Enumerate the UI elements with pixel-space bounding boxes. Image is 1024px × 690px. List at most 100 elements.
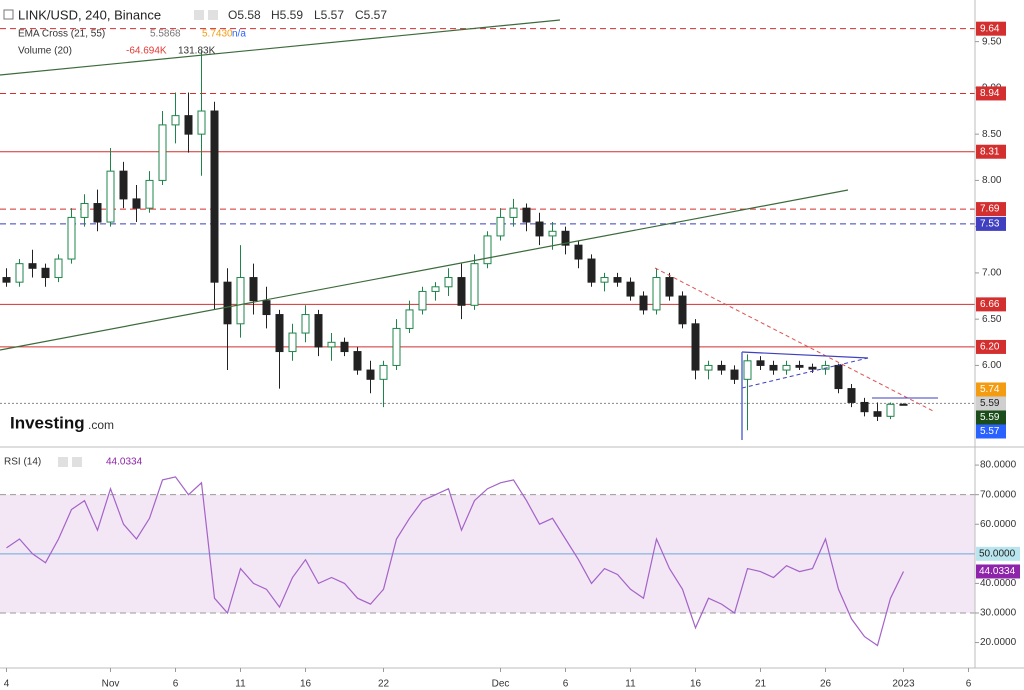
candle-body: [93, 203, 102, 223]
price-badge-label: 5.74: [980, 384, 1000, 395]
candle-body: [301, 314, 310, 334]
candle-body: [340, 341, 349, 353]
y-tick-label: 6.00: [982, 360, 1002, 371]
candle-body: [106, 170, 115, 223]
trend-line: [654, 267, 936, 413]
candle-body: [795, 364, 804, 368]
y-tick-label: 7.00: [982, 268, 1002, 279]
candle-body: [171, 115, 180, 126]
candle-body: [223, 281, 232, 325]
candle-body: [327, 341, 336, 348]
price-badge: [976, 144, 1006, 159]
rsi-line: [6, 476, 905, 647]
rsi-badge-label: 50.0000: [979, 548, 1016, 559]
y-tick-label: 6.50: [982, 314, 1002, 325]
price-badge-label: 7.53: [980, 219, 1000, 230]
indicator-value: 5.5868: [150, 29, 181, 40]
candle-body: [522, 207, 531, 223]
candle-body: [236, 277, 245, 325]
candle-body: [717, 364, 726, 371]
x-tick-label: 6: [563, 679, 569, 690]
rsi-badge: [976, 564, 1020, 579]
price-badge: [976, 382, 1006, 397]
candle-body: [743, 360, 752, 380]
icon[interactable]: [58, 457, 68, 467]
trend-line: [0, 189, 849, 351]
candle-body: [197, 110, 206, 135]
rsi-badge: [976, 546, 1020, 561]
candle-body: [366, 369, 375, 380]
chart-title: LINK/USD, 240, Binance: [18, 7, 161, 22]
triangle-line: [741, 351, 869, 359]
collapse-icon[interactable]: [3, 9, 14, 20]
x-tick-label: 11: [625, 679, 636, 690]
x-tick-label: 4: [4, 679, 10, 690]
candle-body: [873, 411, 882, 417]
price-badge: [976, 202, 1006, 217]
price-badge-label: 6.20: [980, 342, 1000, 353]
icon[interactable]: [72, 457, 82, 467]
price-badge: [976, 339, 1006, 354]
watermark-brand: Investing: [10, 413, 85, 432]
candle-body: [834, 364, 843, 390]
indicator-name: Volume (20): [18, 46, 72, 57]
candle-body: [470, 263, 479, 306]
candle-body: [54, 258, 63, 279]
price-badge-label: 9.64: [980, 23, 1000, 34]
x-tick-label: Nov: [102, 679, 120, 690]
indicator-value: n/a: [232, 29, 246, 40]
rsi-y-tick-label: 80.0000: [980, 460, 1017, 471]
candle-body: [613, 277, 622, 283]
ohlc-open: O5.58: [228, 8, 261, 22]
candle-body: [808, 366, 817, 370]
plot-layer: [0, 28, 975, 647]
candle-body: [587, 258, 596, 283]
price-badge-label: 5.59: [980, 412, 1000, 423]
candle-body: [275, 314, 284, 353]
candle-body: [691, 323, 700, 371]
triangle-line: [741, 357, 869, 389]
candle-body: [548, 230, 557, 237]
price-badge-label: 8.94: [980, 88, 1000, 99]
candle-body: [535, 221, 544, 237]
candle-body: [678, 295, 687, 325]
candle-body: [444, 277, 453, 288]
x-tick-label: 2023: [892, 679, 915, 690]
x-tick-label: Dec: [492, 679, 510, 690]
candle-body: [249, 277, 258, 302]
price-badge-label: 6.66: [980, 299, 1000, 310]
candle-body: [145, 179, 154, 209]
candle-body: [132, 198, 141, 209]
x-tick-label: 22: [378, 679, 390, 690]
icon[interactable]: [194, 10, 204, 20]
rsi-badge-label: 44.0334: [979, 566, 1016, 577]
candle-body: [561, 230, 570, 246]
icon[interactable]: [208, 10, 218, 20]
candle-body: [860, 401, 869, 413]
candle-body: [847, 388, 856, 403]
candle-body: [431, 286, 440, 292]
rsi-y-tick-label: 30.0000: [980, 608, 1017, 619]
indicator-value: -64.694K: [126, 46, 167, 57]
price-badge: [976, 216, 1006, 231]
candle-body: [509, 207, 518, 218]
x-tick-label: 26: [820, 679, 832, 690]
candle-body: [210, 110, 219, 283]
price-badge-label: 5.57: [980, 426, 1000, 437]
candle-body: [15, 263, 24, 283]
candle-body: [28, 263, 37, 269]
y-tick-label: 9.50: [982, 36, 1002, 47]
candle-body: [600, 277, 609, 283]
watermark: Investing .com: [10, 413, 114, 432]
candle-body: [158, 124, 167, 181]
candle-body: [457, 277, 466, 306]
candle-body: [483, 235, 492, 265]
x-tick-label: 11: [235, 679, 246, 690]
x-tick-label: 21: [755, 679, 767, 690]
indicator-name: EMA Cross (21, 55): [18, 29, 105, 40]
candle-body: [704, 364, 713, 371]
price-badge: [976, 396, 1006, 411]
x-tick-label: 6: [173, 679, 179, 690]
rsi-y-tick-label: 70.0000: [980, 489, 1017, 500]
